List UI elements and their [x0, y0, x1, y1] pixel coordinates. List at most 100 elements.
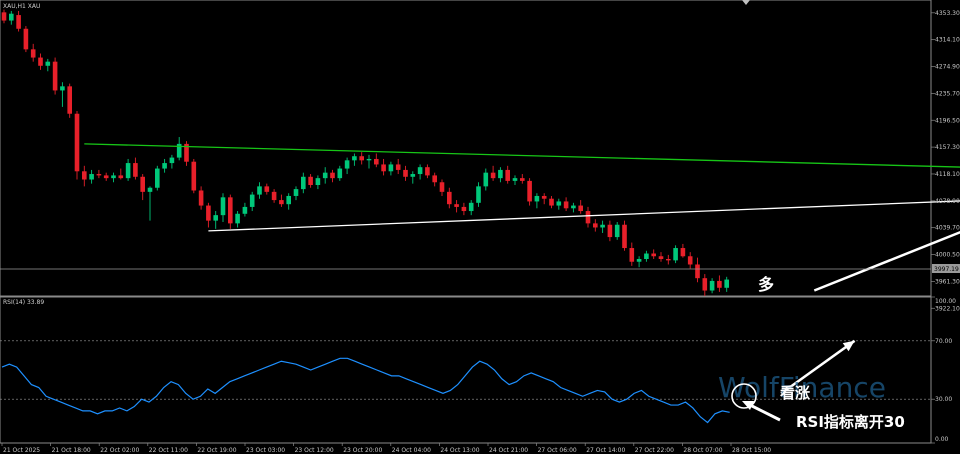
candle-body [359, 156, 364, 161]
candle-body [476, 186, 481, 203]
time-tick-label: 27 Oct 22:00 [635, 447, 674, 454]
candle-body [571, 205, 576, 209]
candle-body [374, 158, 379, 165]
rsi-tick-label: 0.00 [935, 436, 949, 443]
candle-body [96, 174, 102, 176]
candle-body [563, 201, 569, 209]
candle-body [169, 157, 175, 164]
price-tick-label: 3961.30 [935, 278, 960, 285]
candle-body [680, 248, 686, 257]
candle-body [388, 164, 394, 172]
candle-body [366, 158, 372, 161]
candle-body [607, 224, 613, 238]
candle-body [315, 178, 321, 185]
time-tick-label: 23 Oct 03:00 [246, 447, 285, 454]
candle-body [439, 182, 445, 192]
time-tick-label: 22 Oct 19:00 [197, 447, 236, 454]
symbol-label: XAU,H1 XAU [3, 3, 40, 10]
main-chart-frame [0, 0, 932, 297]
candle-body [206, 205, 211, 221]
candle-body [162, 163, 167, 169]
time-tick-label: 21 Oct 18:00 [52, 447, 91, 454]
watermark: WolfFinance [718, 371, 886, 404]
candle-body [111, 175, 116, 179]
candle-body [614, 224, 620, 238]
candle-body [330, 172, 335, 179]
rsi-pointer-arrow [747, 402, 781, 422]
candle-body [213, 215, 218, 221]
candle-body [527, 180, 532, 202]
candle-body [512, 178, 518, 181]
candle-body [490, 172, 496, 179]
candle-body [191, 161, 197, 191]
time-tick-label: 27 Oct 14:00 [586, 447, 625, 454]
candle-body [447, 191, 452, 205]
trend-lines [84, 143, 960, 232]
rsi-projection-arrowhead [842, 340, 855, 352]
candle-body [271, 191, 277, 201]
candle-body [636, 259, 642, 262]
time-tick-label: 27 Oct 06:00 [538, 447, 577, 454]
price-tick-label: 4314.10 [935, 37, 960, 44]
time-tick-label: 28 Oct 07:00 [683, 447, 722, 454]
candle-body [16, 15, 21, 29]
candle-body [395, 164, 401, 170]
candle-body [257, 186, 262, 195]
rsi-projection-line [780, 339, 856, 395]
candle-body [622, 224, 627, 249]
candle-body [695, 264, 700, 279]
candle-body [425, 167, 430, 176]
candle-body [176, 143, 182, 158]
candle-body [534, 195, 540, 202]
candle-body [629, 248, 635, 262]
candle-body [308, 176, 313, 185]
candle-body [242, 206, 248, 214]
candle-body [461, 206, 467, 212]
price-tick-label: 4196.50 [935, 117, 960, 124]
candle-body [279, 200, 284, 205]
time-tick-label: 23 Oct 20:00 [343, 447, 382, 454]
current-price-tag-bg [932, 264, 960, 273]
rsi-pointer-arrowhead [742, 401, 754, 410]
rsi-tick-label: 30.00 [935, 396, 952, 403]
candle-body [498, 169, 503, 179]
candle-body [184, 143, 189, 162]
price-tick-label: 4235.70 [935, 90, 960, 97]
rsi-axis: 100.00 70.00 30.00 0.00 [931, 296, 956, 444]
candle-body [709, 280, 715, 291]
candle-body [286, 195, 291, 205]
candle-body [585, 211, 591, 224]
candle-body [403, 169, 408, 177]
candle-body [125, 163, 131, 179]
candle-body [432, 175, 437, 183]
projection-arrow-segment [813, 230, 960, 292]
time-tick-label: 28 Oct 15:00 [732, 447, 771, 454]
candle-body [593, 223, 598, 228]
candle-body [600, 224, 605, 228]
rsi-tick-label: 70.00 [935, 338, 952, 345]
candle-body [337, 168, 343, 179]
candle-body [45, 61, 51, 66]
candle-body [133, 163, 138, 177]
rsi-highlight-circle [731, 383, 757, 409]
candle-body [673, 248, 678, 261]
candle-body [228, 197, 233, 224]
candle-body [9, 13, 14, 21]
shift-marker-icon[interactable] [742, 0, 750, 5]
time-tick-label: 22 Oct 02:00 [100, 447, 139, 454]
candle-body [520, 178, 525, 181]
price-axis: 4353.30 4314.10 4274.90 4235.70 4196.50 4157.… [931, 10, 960, 312]
rsi-tick-label: 100.00 [935, 298, 956, 305]
price-tick-label: 4039.70 [935, 225, 960, 232]
candle-body [147, 187, 153, 192]
candle-body [293, 189, 299, 196]
rsi-bullish-label: 看涨 [780, 384, 810, 402]
candle-body [666, 259, 671, 261]
candle-body [417, 167, 423, 175]
resistance-line [84, 143, 960, 168]
candle-body [264, 186, 270, 192]
projection-arrows [813, 230, 960, 292]
candle-body [644, 253, 649, 259]
time-tick-label: 24 Oct 04:00 [392, 447, 431, 454]
